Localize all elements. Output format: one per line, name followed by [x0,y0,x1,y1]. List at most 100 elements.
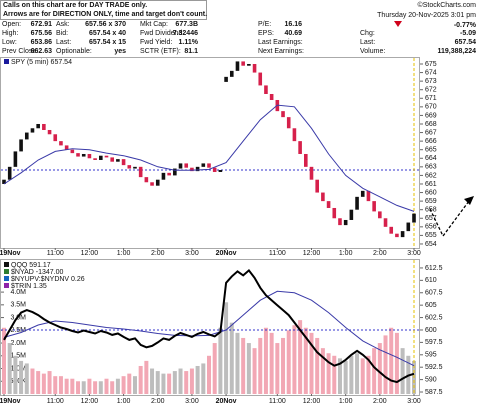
quote-value: 16.16 [284,21,302,28]
quote-label: EPS: [258,30,274,37]
volume-bar [292,325,297,394]
quote-label: P/E: [258,21,271,28]
y-tick-label: 612.5 [425,265,443,272]
volume-bar [224,302,229,394]
quote-label: Chg: [360,30,375,37]
volume-bar [81,381,86,394]
legend-swatch [4,262,9,267]
candle [47,129,52,135]
volume-bar [70,378,75,394]
candle [252,63,257,73]
volume-bar [161,373,166,394]
y-tick-label: 665 [425,147,437,154]
volume-bar [30,368,35,394]
volume-bar [400,348,405,394]
candle [127,165,132,169]
x-tick-label: 1:00 [117,398,131,405]
candle [207,163,211,168]
quote-value: -5.09 [460,30,476,37]
candle [309,166,314,180]
volume-bar [303,327,308,394]
y-tick-label: 669 [425,112,437,119]
quote-value: 657.54 x 15 [89,39,126,46]
candle [224,76,228,82]
candle [321,192,325,202]
volume-bar [87,378,92,394]
candle [406,222,411,232]
candle [99,155,103,160]
volume-bar [212,343,217,394]
candle [395,233,399,238]
volume-bar [93,381,98,394]
candle [372,201,376,212]
quote-label: Volume: [360,48,385,55]
legend: QQQ 591.17 [11,262,51,269]
candle [304,153,308,167]
y-tick-label: 658 [425,207,437,214]
volume-bar [360,358,365,394]
candle [315,179,319,193]
volume-bar [383,335,388,394]
x-tick-label: 1:00 [117,250,131,257]
x-tick-label: 2:00 [373,250,387,257]
y-tick-label: 674 [425,69,437,76]
x-tick-label: 2:00 [151,398,165,405]
candle [13,151,18,167]
y-tick-label: 610 [425,277,437,284]
x-tick-label: 11:00 [47,250,64,257]
y-tick-label: 659 [425,198,437,205]
volume-bar [394,332,399,394]
volume-bar [167,373,172,394]
quote-value: 677.3B [175,21,198,28]
quote-value: 653.86 [31,39,53,46]
candle [366,190,371,202]
volume-bar [189,368,194,394]
y-tick-label: 668 [425,121,437,128]
volume-bar [127,373,132,394]
x-tick-label: 11:00 [269,398,286,405]
candle [150,182,154,186]
candle [87,153,92,159]
legend: $TRIN 1.35 [11,283,47,290]
x-tick-label: 3:00 [185,250,199,257]
quote-value: 81.1 [184,48,198,55]
volume-bar [115,378,120,394]
legend: SPY (5 min) 657.54 [11,59,72,66]
y2-tick-label: 1.0M [10,365,26,372]
quote-label: Ask: [56,21,70,28]
candle [138,166,143,178]
candle [42,123,46,130]
arrow-head [464,196,474,205]
candle [155,179,160,186]
y-tick-label: 655 [425,232,437,239]
quote-value: 672.91 [31,21,53,28]
quote-label: Optionable: [56,48,92,55]
y-tick-label: 670 [425,104,437,111]
y-tick-label: 675 [425,61,437,68]
timestamp: Thursday 20-Nov-2025 3:01 pm [377,12,476,19]
candle [64,145,69,150]
candle [161,172,166,180]
volume-bar [19,360,24,394]
volume-bar [58,376,63,394]
volume-bar [121,376,126,394]
candle [30,128,35,133]
y-tick-label: 660 [425,189,437,196]
y-tick-label: 605 [425,302,437,309]
volume-bar [326,353,331,394]
quote-label: Fwd Dividend: [140,30,184,37]
y-tick-label: 597.5 [425,339,443,346]
y2-tick-label: 500K [10,378,27,385]
legend: $NYAD -1347.00 [11,269,64,276]
candle [70,149,75,154]
volume-bar [41,373,46,394]
x-tick-label: 12:00 [303,398,321,405]
volume-bar [286,330,291,394]
x-tick-label: 1:00 [339,250,353,257]
candle [36,123,40,129]
candle [383,218,388,227]
volume-bar [2,327,6,394]
candle [116,159,120,162]
quote-label: Bid: [56,30,68,37]
candle [2,179,6,184]
